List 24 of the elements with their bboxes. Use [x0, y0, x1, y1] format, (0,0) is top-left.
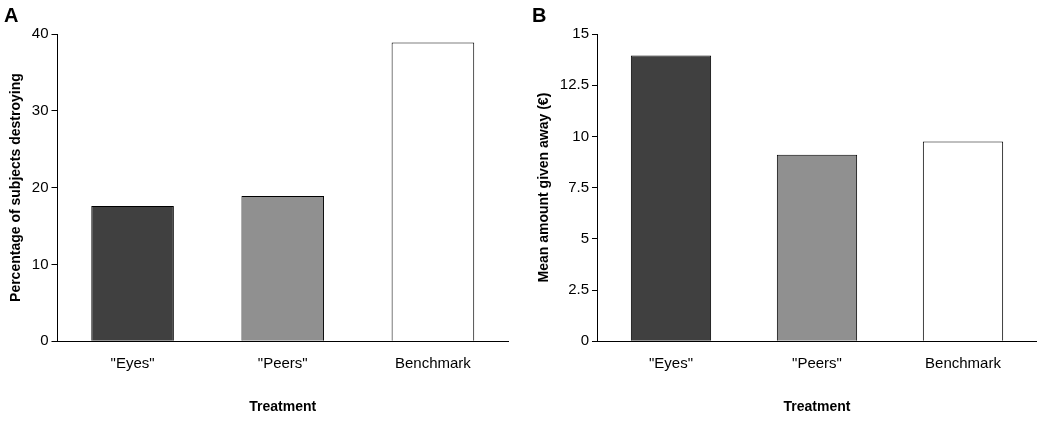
y-tick-label: 7.5	[568, 177, 589, 195]
y-tick-label: 5	[580, 228, 589, 246]
y-axis-title: Percentage of subjects destroying	[7, 73, 24, 302]
y-tick-label: 12.5	[559, 75, 589, 93]
x-tick-label: Benchmark	[394, 354, 472, 372]
x-tick-label: "Eyes"	[649, 354, 693, 372]
y-tick-label: 20	[31, 177, 49, 195]
x-tick-label: "Peers"	[257, 354, 308, 372]
y-tick-label: 40	[31, 24, 49, 42]
x-tick-label: Benchmark	[925, 354, 1002, 372]
y-tick-label: 0	[40, 331, 49, 349]
x-axis-title: Treatment	[249, 398, 317, 415]
y-tick-label: 10	[31, 254, 49, 272]
y-axis-title: Mean amount given away (€)	[535, 92, 552, 283]
y-tick-label: 15	[572, 24, 589, 42]
y-tick-label: 30	[31, 100, 49, 118]
y-tick-label: 0	[580, 331, 589, 349]
y-tick-label: 10	[572, 126, 589, 144]
y-tick-label: 2.5	[568, 280, 589, 298]
chart-title: A	[4, 3, 19, 26]
x-axis-title: Treatment	[783, 398, 851, 415]
x-tick-label: "Peers"	[792, 354, 842, 372]
x-tick-label: "Eyes"	[110, 354, 155, 372]
chart-title: B	[532, 3, 547, 26]
